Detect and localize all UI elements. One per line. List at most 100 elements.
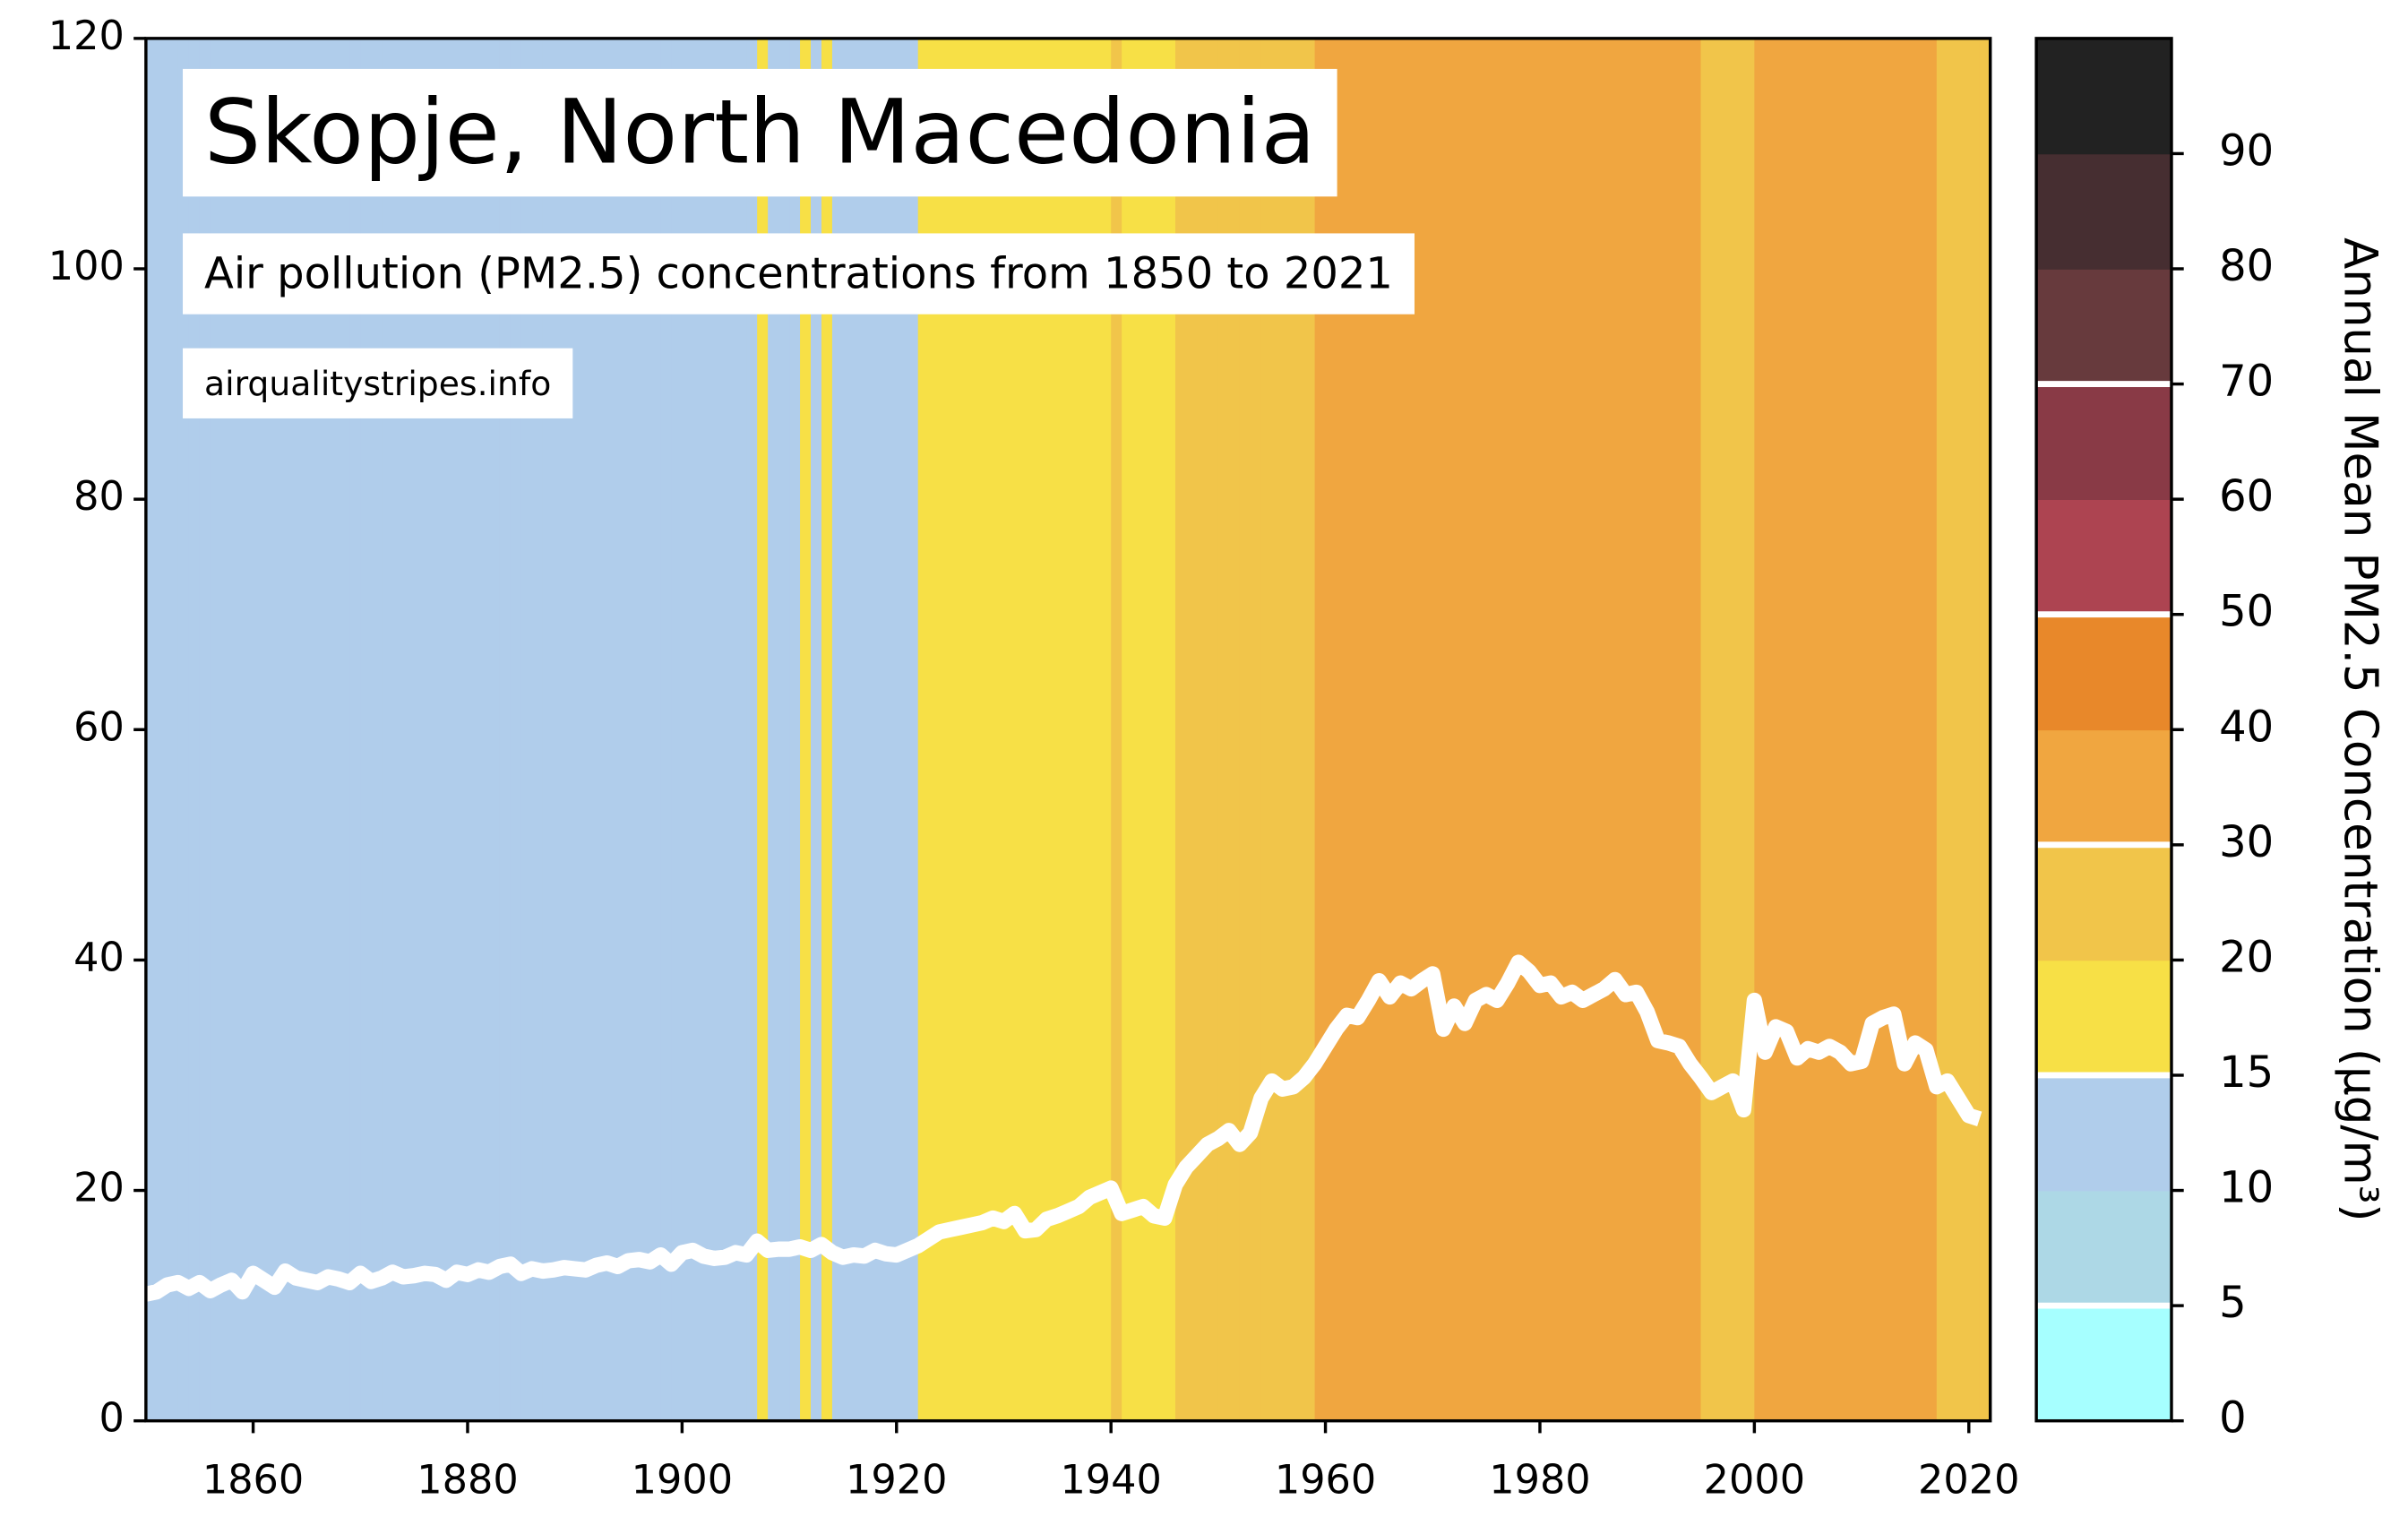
colorbar-band bbox=[2036, 38, 2172, 155]
stripe bbox=[1711, 38, 1724, 1421]
y-tick-label: 60 bbox=[73, 703, 125, 750]
stripe bbox=[1914, 38, 1927, 1421]
stripe bbox=[1829, 38, 1842, 1421]
stripe bbox=[649, 38, 662, 1421]
stripe bbox=[1614, 38, 1627, 1421]
colorbar-tick-label: 70 bbox=[2219, 357, 2274, 407]
stripe bbox=[1808, 38, 1820, 1421]
stripe bbox=[1571, 38, 1584, 1421]
y-tick-label: 80 bbox=[73, 473, 125, 520]
stripe bbox=[1025, 38, 1037, 1421]
stripe bbox=[1668, 38, 1681, 1421]
stripe bbox=[1743, 38, 1756, 1421]
stripe bbox=[1165, 38, 1177, 1421]
stripe bbox=[1657, 38, 1670, 1421]
stripe bbox=[1625, 38, 1638, 1421]
stripe bbox=[639, 38, 651, 1421]
stripe bbox=[1422, 38, 1434, 1421]
stripe bbox=[692, 38, 705, 1421]
colorbar-tick-label: 60 bbox=[2219, 471, 2274, 521]
stripe bbox=[1475, 38, 1488, 1421]
colorbar-tick-label: 15 bbox=[2219, 1047, 2274, 1098]
stripe bbox=[725, 38, 737, 1421]
colorbar-band bbox=[2036, 614, 2172, 731]
stripe bbox=[1217, 38, 1230, 1421]
colorbar-band bbox=[2036, 960, 2172, 1076]
stripe bbox=[1068, 38, 1080, 1421]
colorbar-band bbox=[2036, 384, 2172, 500]
stripe bbox=[1228, 38, 1241, 1421]
stripe bbox=[1336, 38, 1348, 1421]
colorbar-tick-label: 20 bbox=[2219, 932, 2274, 982]
y-tick-label: 40 bbox=[73, 934, 125, 980]
stripe bbox=[1089, 38, 1102, 1421]
colorbar-tick-label: 10 bbox=[2219, 1163, 2274, 1213]
colorbar-label: Annual Mean PM2.5 Concentration (µg/m³) bbox=[2333, 237, 2386, 1221]
stripe bbox=[703, 38, 716, 1421]
stripe bbox=[1003, 38, 1016, 1421]
stripe bbox=[982, 38, 994, 1421]
stripe bbox=[1443, 38, 1456, 1421]
x-tick-label: 1980 bbox=[1489, 1456, 1590, 1503]
colorbar-tick-label: 50 bbox=[2219, 587, 2274, 637]
stripe bbox=[617, 38, 630, 1421]
colorbar-band bbox=[2036, 1074, 2172, 1192]
y-tick-label: 0 bbox=[99, 1395, 125, 1442]
stripe bbox=[167, 38, 179, 1421]
x-tick-label: 1940 bbox=[1060, 1456, 1161, 1503]
plot-frame bbox=[144, 37, 1992, 1423]
stripe bbox=[1754, 38, 1767, 1421]
stripe bbox=[1957, 38, 1970, 1421]
stripe bbox=[1947, 38, 1959, 1421]
stripe bbox=[864, 38, 876, 1421]
stripe bbox=[606, 38, 619, 1421]
stripe bbox=[1325, 38, 1337, 1421]
stripe bbox=[1014, 38, 1027, 1421]
chart-subtitle: Air pollution (PM2.5) concentrations fro… bbox=[204, 249, 1393, 299]
stripe bbox=[885, 38, 898, 1421]
stripe bbox=[1486, 38, 1499, 1421]
stripe bbox=[928, 38, 941, 1421]
stripe bbox=[1368, 38, 1380, 1421]
colorbar-band bbox=[2036, 268, 2172, 385]
stripe bbox=[1174, 38, 1187, 1421]
stripe bbox=[1154, 38, 1166, 1421]
stripe bbox=[831, 38, 844, 1421]
stripe bbox=[1196, 38, 1208, 1421]
stripe bbox=[1883, 38, 1895, 1421]
stripe bbox=[1250, 38, 1262, 1421]
stripe bbox=[1389, 38, 1402, 1421]
stripe bbox=[671, 38, 684, 1421]
source-text: airqualitystripes.info bbox=[204, 364, 551, 403]
stripe bbox=[1679, 38, 1691, 1421]
stripe bbox=[811, 38, 823, 1421]
colorbar-band bbox=[2036, 1190, 2172, 1306]
colorbar-tick-label: 30 bbox=[2219, 817, 2274, 867]
x-tick-label: 2020 bbox=[1918, 1456, 2019, 1503]
stripe bbox=[778, 38, 791, 1421]
stripe bbox=[1925, 38, 1938, 1421]
plot-area bbox=[145, 954, 1982, 1302]
stripe bbox=[735, 38, 748, 1421]
colorbar-band bbox=[2036, 1306, 2172, 1422]
subtitle-box bbox=[183, 233, 1415, 315]
stripe bbox=[1700, 38, 1713, 1421]
stripe bbox=[145, 38, 158, 1421]
x-tick-label: 1860 bbox=[202, 1456, 304, 1503]
stripe bbox=[1518, 38, 1531, 1421]
stripe bbox=[950, 38, 962, 1421]
stripe bbox=[1346, 38, 1359, 1421]
stripe bbox=[1765, 38, 1777, 1421]
stripe bbox=[1862, 38, 1874, 1421]
stripe bbox=[1647, 38, 1659, 1421]
stripe bbox=[156, 38, 168, 1421]
stripe bbox=[1604, 38, 1616, 1421]
stripe bbox=[1454, 38, 1466, 1421]
stripe bbox=[1400, 38, 1413, 1421]
stripe bbox=[746, 38, 759, 1421]
colorbar-tick-label: 80 bbox=[2219, 241, 2274, 291]
stripe bbox=[1497, 38, 1509, 1421]
stripe bbox=[971, 38, 984, 1421]
